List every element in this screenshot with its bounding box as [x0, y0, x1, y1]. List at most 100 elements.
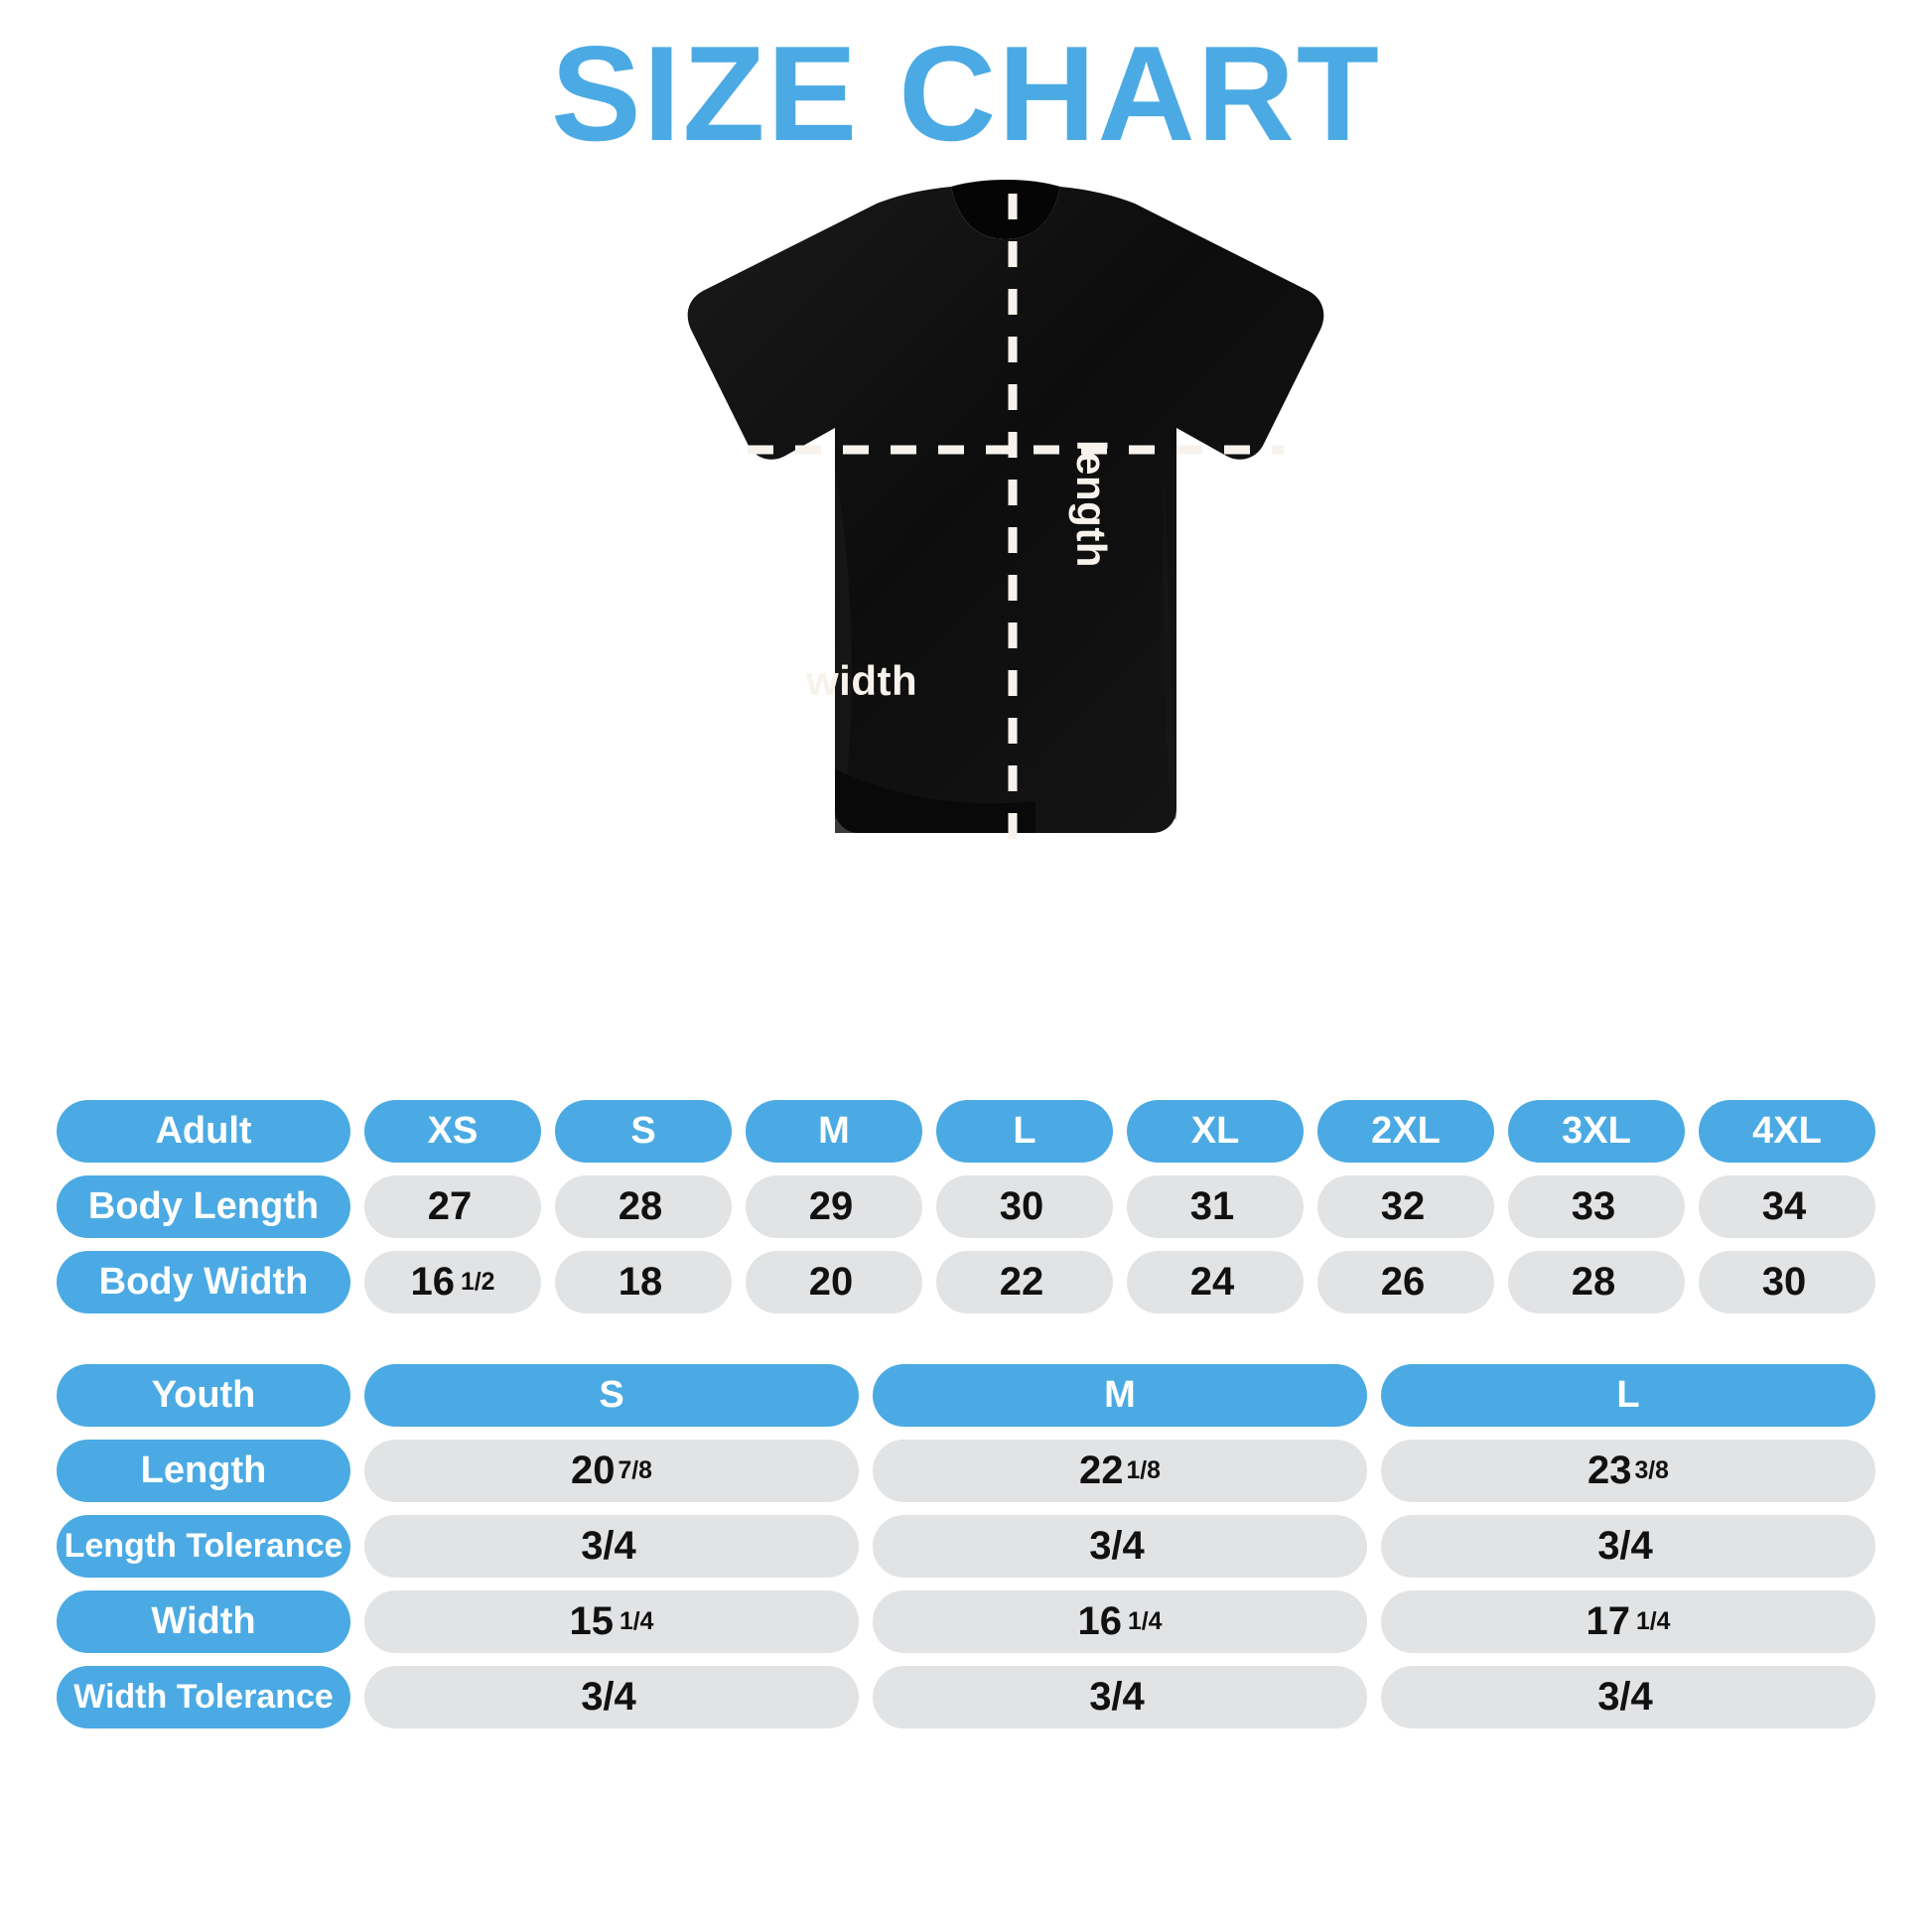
adult-size-4xl[interactable]: 4XL: [1699, 1100, 1875, 1163]
cell-value: 23: [1587, 1449, 1632, 1492]
table-cell: 17 1/4: [1381, 1590, 1875, 1653]
row-label-length: Length: [57, 1440, 350, 1502]
row-label-length-tolerance: Length Tolerance: [57, 1515, 350, 1578]
table-cell: 3/4: [1381, 1515, 1875, 1578]
adult-size-3xl[interactable]: 3XL: [1508, 1100, 1685, 1163]
table-cell: 31: [1127, 1175, 1304, 1238]
table-cell: 29: [746, 1175, 922, 1238]
cell-value: 28: [1571, 1260, 1616, 1304]
table-cell: 30: [1699, 1251, 1875, 1313]
cell-value: 29: [808, 1184, 854, 1228]
cell-value: 3/4: [1597, 1524, 1653, 1568]
cell-fraction: 1/4: [1128, 1607, 1163, 1635]
cell-value: 31: [1189, 1184, 1235, 1228]
table-cell: 22: [936, 1251, 1113, 1313]
table-cell: 3/4: [364, 1666, 859, 1728]
youth-width-tolerance-row: Width Tolerance 3/4 3/4 3/4: [57, 1666, 1875, 1728]
table-cell: 3/4: [1381, 1666, 1875, 1728]
youth-size-table: Youth S M L Length 20 7/8 22 1/8 23 3/8 Len…: [57, 1364, 1875, 1728]
table-spacer: [57, 1326, 1875, 1364]
table-cell: 15 1/4: [364, 1590, 859, 1653]
youth-size-m[interactable]: M: [873, 1364, 1367, 1427]
adult-header-row: Adult XS S M L XL 2XL 3XL 4XL: [57, 1100, 1875, 1163]
tshirt-illustration: width length: [0, 174, 1932, 869]
cell-value: 3/4: [581, 1524, 636, 1568]
youth-length-tolerance-row: Length Tolerance 3/4 3/4 3/4: [57, 1515, 1875, 1578]
row-label-width: Width: [57, 1590, 350, 1653]
youth-header-row: Youth S M L: [57, 1364, 1875, 1427]
cell-value: 33: [1571, 1184, 1616, 1228]
table-cell: 34: [1699, 1175, 1875, 1238]
table-cell: 16 1/4: [873, 1590, 1367, 1653]
width-measure-label: width: [806, 657, 918, 704]
cell-value: 22: [999, 1260, 1044, 1304]
adult-size-m[interactable]: M: [746, 1100, 922, 1163]
cell-fraction: 7/8: [618, 1456, 652, 1484]
table-cell: 3/4: [364, 1515, 859, 1578]
table-cell: 3/4: [873, 1666, 1367, 1728]
cell-fraction: 1/8: [1126, 1456, 1161, 1484]
table-cell: 32: [1317, 1175, 1494, 1238]
table-cell: 22 1/8: [873, 1440, 1367, 1502]
cell-value: 3/4: [1089, 1675, 1145, 1719]
youth-length-row: Length 20 7/8 22 1/8 23 3/8: [57, 1440, 1875, 1502]
cell-value: 16: [410, 1260, 456, 1304]
table-cell: 33: [1508, 1175, 1685, 1238]
row-label-width-tolerance: Width Tolerance: [57, 1666, 350, 1728]
table-cell: 30: [936, 1175, 1113, 1238]
cell-value: 28: [618, 1184, 663, 1228]
adult-size-table: Adult XS S M L XL 2XL 3XL 4XL Body Lengt…: [57, 1100, 1875, 1313]
cell-fraction: 1/4: [620, 1607, 654, 1635]
table-cell: 18: [555, 1251, 732, 1313]
adult-body-length-row: Body Length 27 28 29 30 31 32 33 34: [57, 1175, 1875, 1238]
adult-table-label: Adult: [57, 1100, 350, 1163]
adult-size-xl[interactable]: XL: [1127, 1100, 1304, 1163]
length-measure-label: length: [1068, 440, 1115, 568]
table-cell: 28: [1508, 1251, 1685, 1313]
cell-fraction: 1/4: [1636, 1607, 1671, 1635]
cell-value: 16: [1077, 1599, 1123, 1643]
table-cell: 16 1/2: [364, 1251, 541, 1313]
cell-value: 30: [999, 1184, 1044, 1228]
youth-size-s[interactable]: S: [364, 1364, 859, 1427]
table-cell: 3/4: [873, 1515, 1367, 1578]
cell-fraction: 1/2: [461, 1268, 495, 1296]
cell-value: 3/4: [1089, 1524, 1145, 1568]
row-label-body-length: Body Length: [57, 1175, 350, 1238]
page-title: SIZE CHART: [551, 18, 1381, 169]
cell-value: 27: [427, 1184, 473, 1228]
youth-size-l[interactable]: L: [1381, 1364, 1875, 1427]
cell-fraction: 3/8: [1634, 1456, 1669, 1484]
adult-size-2xl[interactable]: 2XL: [1317, 1100, 1494, 1163]
table-cell: 28: [555, 1175, 732, 1238]
table-cell: 23 3/8: [1381, 1440, 1875, 1502]
cell-value: 3/4: [1597, 1675, 1653, 1719]
table-cell: 24: [1127, 1251, 1304, 1313]
table-cell: 20: [746, 1251, 922, 1313]
cell-value: 3/4: [581, 1675, 636, 1719]
cell-value: 26: [1380, 1260, 1426, 1304]
cell-value: 17: [1586, 1599, 1631, 1643]
cell-value: 15: [569, 1599, 615, 1643]
cell-value: 34: [1761, 1184, 1807, 1228]
row-label-body-width: Body Width: [57, 1251, 350, 1313]
cell-value: 20: [808, 1260, 854, 1304]
cell-value: 30: [1761, 1260, 1807, 1304]
table-cell: 27: [364, 1175, 541, 1238]
adult-body-width-row: Body Width 16 1/2 18 20 22 24 26 28 30: [57, 1251, 1875, 1313]
cell-value: 18: [618, 1260, 663, 1304]
table-cell: 20 7/8: [364, 1440, 859, 1502]
adult-size-s[interactable]: S: [555, 1100, 732, 1163]
youth-table-label: Youth: [57, 1364, 350, 1427]
adult-size-xs[interactable]: XS: [364, 1100, 541, 1163]
cell-value: 20: [571, 1449, 616, 1492]
adult-size-l[interactable]: L: [936, 1100, 1113, 1163]
cell-value: 32: [1380, 1184, 1426, 1228]
cell-value: 24: [1189, 1260, 1235, 1304]
table-cell: 26: [1317, 1251, 1494, 1313]
cell-value: 22: [1079, 1449, 1124, 1492]
size-tables: Adult XS S M L XL 2XL 3XL 4XL Body Lengt…: [57, 1100, 1875, 1741]
tshirt-svg: [687, 180, 1324, 841]
youth-width-row: Width 15 1/4 16 1/4 17 1/4: [57, 1590, 1875, 1653]
